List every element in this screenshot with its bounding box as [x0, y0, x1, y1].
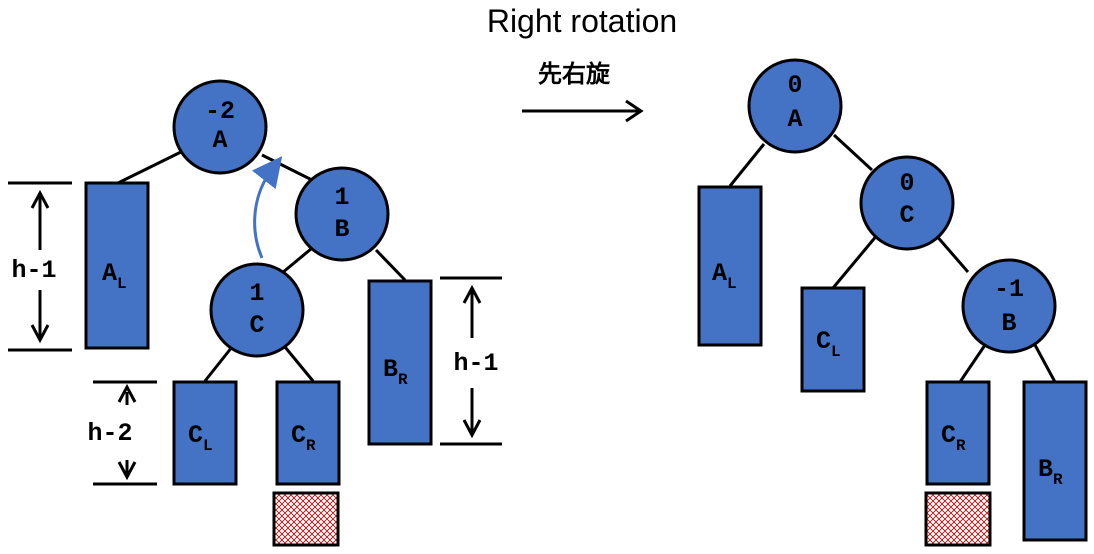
edge-a-al — [117, 148, 186, 185]
height-label-cl: h-2 — [87, 419, 132, 448]
height-label-br: h-1 — [453, 349, 498, 378]
node-a-after-balance: 0 — [787, 71, 802, 100]
edge-c-cl-after — [831, 233, 880, 289]
node-b — [294, 166, 390, 262]
node-c-after — [859, 155, 955, 251]
rotation-curve-arrow — [251, 156, 283, 259]
node-c-balance: 1 — [249, 279, 264, 308]
height-marker-al: h-1 — [8, 181, 72, 352]
node-a-after — [747, 58, 843, 154]
chinese-label: 先右旋 — [538, 60, 611, 88]
height-label-al: h-1 — [11, 256, 56, 285]
node-b-after — [961, 258, 1057, 354]
subtree-cr-after — [925, 380, 991, 486]
node-a-balance: -2 — [205, 97, 235, 126]
subtree-al-label: AL — [102, 259, 127, 293]
node-a — [172, 79, 268, 175]
subtree-cl-after-label: CL — [816, 327, 841, 361]
height-marker-br: h-1 — [440, 276, 502, 446]
subtree-cr — [275, 380, 341, 486]
subtree-br-label: BR — [383, 355, 408, 389]
title: Right rotation — [487, 3, 677, 39]
inserted-node-hatch-after — [924, 491, 992, 547]
subtree-br-after — [1022, 380, 1088, 542]
transform-arrow — [522, 99, 644, 123]
node-a-after-label: A — [787, 105, 802, 134]
before-tree: AL BR CL CR -2 A 1 B 1 C h-1 — [8, 79, 502, 547]
subtree-cl-label: CL — [188, 421, 213, 455]
node-b-label: B — [334, 215, 349, 244]
edge-c-b-after — [933, 233, 970, 273]
edge-b-br-after — [1033, 344, 1057, 383]
node-b-balance: 1 — [334, 183, 349, 212]
node-c-after-balance: 0 — [899, 169, 914, 198]
node-c — [209, 262, 305, 358]
subtree-cr-label: CR — [291, 421, 316, 455]
subtree-cr-after-label: CR — [941, 421, 966, 455]
edge-a-al-after — [728, 143, 766, 187]
node-c-after-label: C — [899, 201, 914, 230]
edge-c-cl — [203, 346, 234, 382]
node-b-after-balance: -1 — [994, 275, 1024, 304]
subtree-br-after-label: BR — [1038, 455, 1063, 489]
edge-b-cr-after — [958, 344, 987, 383]
node-c-label: C — [249, 311, 264, 340]
edge-b-br — [374, 248, 407, 282]
subtree-cl — [172, 380, 238, 486]
node-a-label: A — [212, 126, 227, 155]
subtree-br — [367, 279, 433, 446]
height-marker-cl: h-2 — [87, 380, 157, 486]
subtree-al-after-label: AL — [712, 259, 737, 293]
subtree-al — [84, 181, 150, 350]
subtree-al-after — [697, 185, 763, 347]
inserted-node-hatch — [272, 491, 340, 547]
edge-c-cr — [283, 346, 315, 382]
node-b-after-label: B — [1001, 309, 1016, 338]
after-tree: AL CL CR BR 0 A 0 C -1 B — [697, 58, 1088, 547]
edge-a-c-after — [832, 133, 874, 172]
subtree-cl-after — [800, 286, 866, 393]
